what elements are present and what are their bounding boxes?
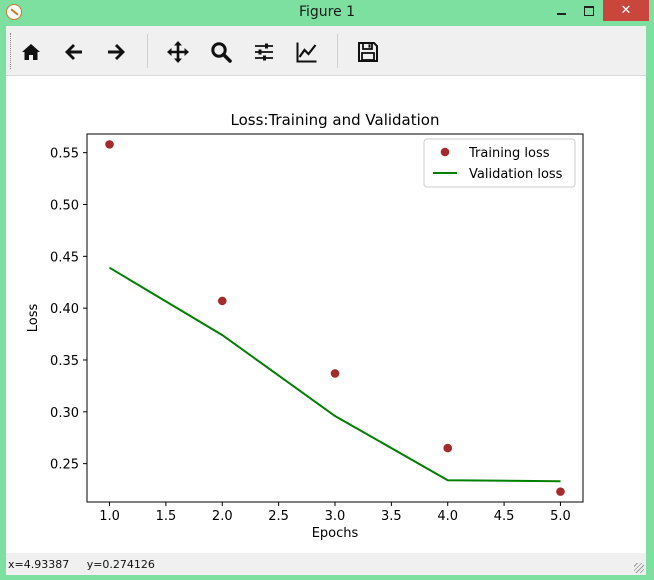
y-tick-label: 0.40 — [50, 302, 79, 317]
chart-title: Loss:Training and Validation — [231, 111, 440, 129]
status-bar: x=4.93387 y=0.274126 — [6, 553, 646, 575]
training-loss-point[interactable] — [330, 369, 340, 378]
x-tick-label: 3.0 — [325, 509, 346, 524]
maximize-icon — [584, 5, 594, 16]
configure-subplots-button[interactable] — [249, 37, 279, 67]
loss-chart[interactable]: Loss:Training and Validation 1.0 1.5 2.0 2.5… — [6, 76, 646, 553]
figure-canvas[interactable]: Loss:Training and Validation 1.0 1.5 2.0 2.5… — [6, 76, 646, 553]
window-title-bar: Figure 1 ✕ — [0, 0, 654, 26]
window-title: Figure 1 — [298, 4, 356, 20]
toolbar-grip[interactable] — [10, 33, 14, 69]
maximize-button[interactable] — [575, 0, 603, 21]
back-arrow-icon — [65, 44, 82, 60]
zoom-button[interactable] — [206, 37, 236, 67]
toolbar-separator — [337, 34, 338, 68]
back-button[interactable] — [59, 37, 89, 67]
x-tick-label: 1.5 — [156, 509, 177, 524]
legend-label: Validation loss — [469, 167, 563, 182]
edit-axes-button[interactable] — [292, 37, 322, 67]
x-tick-label: 4.0 — [437, 509, 458, 524]
minimize-button[interactable] — [547, 0, 575, 21]
training-loss-point[interactable] — [443, 443, 453, 453]
home-button[interactable] — [16, 37, 46, 67]
training-loss-point[interactable] — [556, 487, 565, 496]
x-axis-label: Epochs — [312, 526, 359, 541]
plot-area[interactable] — [87, 134, 583, 502]
y-tick-label: 0.45 — [50, 250, 79, 265]
y-tick-label: 0.35 — [50, 354, 79, 369]
zoom-icon — [211, 42, 232, 63]
app-icon — [6, 4, 22, 20]
pan-button[interactable] — [163, 37, 193, 67]
subplots-icon — [255, 43, 273, 61]
close-button[interactable]: ✕ — [603, 0, 649, 21]
toolbar-separator — [147, 34, 148, 68]
x-tick-label: 3.5 — [381, 509, 402, 524]
y-tick-label: 0.55 — [50, 147, 79, 162]
close-icon: ✕ — [620, 3, 632, 18]
training-loss-point[interactable] — [217, 296, 227, 306]
minimize-icon — [556, 12, 566, 15]
x-tick-label: 2.0 — [212, 509, 233, 524]
y-tick-label: 0.30 — [50, 406, 79, 421]
forward-arrow-icon — [108, 44, 125, 60]
navigation-toolbar — [6, 26, 646, 76]
axes-frame — [86, 133, 584, 503]
edit-axes-icon — [296, 42, 317, 63]
training-loss-point[interactable] — [105, 140, 114, 149]
figure-window-client: Loss:Training and Validation 1.0 1.5 2.0 2.5… — [6, 26, 646, 575]
x-tick-label: 4.5 — [494, 509, 515, 524]
cursor-coordinates: x=4.93387 y=0.274126 — [8, 558, 155, 571]
validation-loss-line[interactable] — [108, 266, 561, 483]
resize-grip[interactable] — [634, 563, 644, 573]
y-tick-label: 0.25 — [50, 458, 79, 473]
legend-box — [423, 138, 576, 188]
x-tick-label: 2.5 — [268, 509, 289, 524]
home-icon — [22, 44, 40, 60]
y-tick-label: 0.50 — [50, 198, 79, 213]
x-tick-label: 5.0 — [550, 509, 571, 524]
y-axis-label: Loss — [26, 304, 41, 333]
save-icon — [358, 42, 378, 62]
save-button[interactable] — [353, 37, 383, 67]
legend-label: Training loss — [468, 146, 550, 161]
pan-icon — [167, 41, 189, 63]
legend-marker-swatch — [440, 147, 450, 157]
forward-button[interactable] — [101, 37, 131, 67]
x-tick-label: 1.0 — [99, 509, 120, 524]
